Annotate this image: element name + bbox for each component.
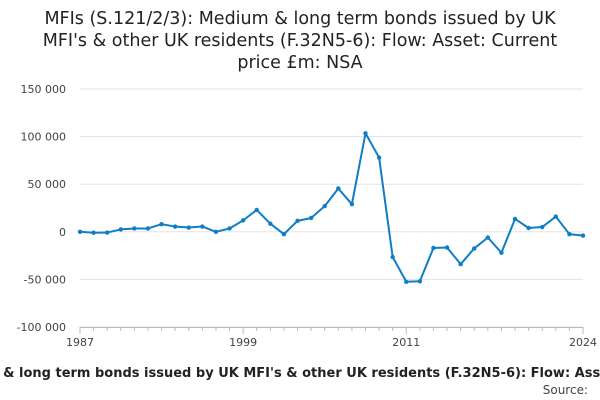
- data-point[interactable]: [281, 231, 287, 237]
- data-point[interactable]: [159, 221, 164, 227]
- y-tick-label: -100 000: [17, 321, 66, 334]
- data-point[interactable]: [363, 131, 368, 136]
- data-point[interactable]: [404, 279, 409, 284]
- data-point[interactable]: [308, 215, 314, 221]
- data-point[interactable]: [472, 246, 477, 251]
- y-tick-label: -50 000: [24, 273, 66, 286]
- data-point[interactable]: [200, 224, 205, 229]
- data-point[interactable]: [512, 216, 518, 222]
- data-point[interactable]: [376, 155, 382, 160]
- data-point[interactable]: [213, 229, 219, 234]
- x-tick-label: 1987: [66, 336, 94, 349]
- data-point[interactable]: [336, 186, 341, 191]
- data-point[interactable]: [240, 218, 246, 223]
- data-point[interactable]: [485, 235, 491, 240]
- data-point[interactable]: [458, 261, 463, 267]
- series-line: [79, 132, 584, 283]
- chart-title: MFIs (S.121/2/3): Medium & long term bon…: [42, 9, 558, 73]
- source-label: Source:: [543, 383, 588, 397]
- data-point[interactable]: [295, 218, 300, 224]
- data-point[interactable]: [349, 201, 355, 207]
- data-point[interactable]: [132, 226, 137, 231]
- data-point[interactable]: [77, 229, 83, 234]
- data-point[interactable]: [172, 224, 178, 229]
- data-point[interactable]: [431, 245, 436, 251]
- data-point[interactable]: [322, 203, 327, 209]
- x-tick-label: 2011: [392, 336, 420, 349]
- x-tick-label: 2024: [569, 336, 597, 349]
- data-point[interactable]: [444, 245, 450, 250]
- y-tick-label: 150 000: [21, 83, 67, 96]
- x-tick-label: 1999: [229, 336, 257, 349]
- data-point[interactable]: [499, 250, 504, 255]
- data-point[interactable]: [227, 226, 232, 231]
- data-point[interactable]: [580, 233, 586, 238]
- data-point[interactable]: [567, 231, 572, 237]
- data-point[interactable]: [91, 230, 96, 235]
- y-tick-label: 0: [59, 226, 66, 239]
- y-tick-label: 50 000: [28, 178, 67, 191]
- y-tick-label: 100 000: [21, 131, 67, 144]
- data-point[interactable]: [268, 221, 273, 226]
- data-point[interactable]: [254, 207, 259, 213]
- data-point[interactable]: [118, 227, 123, 232]
- data-point[interactable]: [553, 214, 559, 219]
- data-point[interactable]: [540, 224, 545, 230]
- x-axis-title: MFIs (S.121/2/3): Medium & long term bon…: [0, 366, 600, 381]
- data-point[interactable]: [186, 225, 191, 230]
- data-point[interactable]: [417, 279, 423, 284]
- data-point[interactable]: [145, 226, 151, 231]
- data-point[interactable]: [104, 230, 110, 235]
- data-point[interactable]: [390, 254, 395, 260]
- data-point[interactable]: [526, 225, 531, 231]
